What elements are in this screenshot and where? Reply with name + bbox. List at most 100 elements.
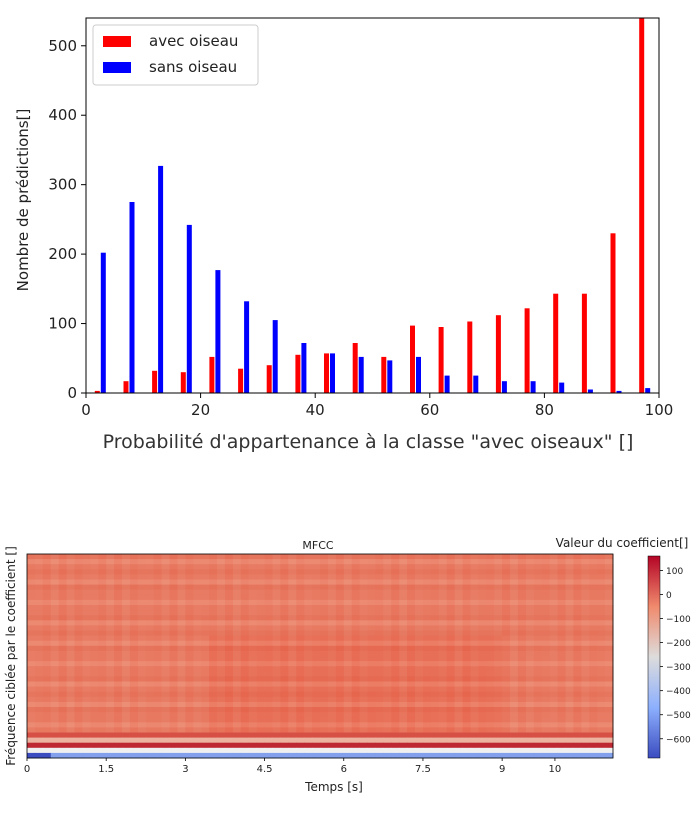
heatmap-cell [335,742,345,749]
heatmap-cell [494,610,503,616]
heatmap-cell [232,599,242,606]
heatmap-cell [343,645,353,652]
heatmap-cell [478,589,487,596]
heatmap-cell [541,615,551,621]
heatmap-cell [153,625,163,631]
heatmap-cell [106,574,115,580]
heatmap-cell [296,615,305,621]
heatmap-cell [454,707,463,713]
heatmap-cell [525,691,535,698]
heatmap-cell [217,589,226,596]
heatmap-cell [280,615,289,621]
heatmap-cell [58,732,67,738]
heatmap-cell [272,574,281,580]
heatmap-cell [66,640,75,647]
heatmap-cell [280,640,289,647]
heatmap-cell [367,584,376,591]
heatmap-cell [248,630,258,636]
heatmap-cell [383,722,392,728]
heatmap-cell [240,752,250,759]
heatmap-cell [359,589,368,596]
heatmap-cell [589,661,598,667]
heatmap-cell [248,559,258,565]
heatmap-cell [201,742,210,749]
heatmap-cell [581,615,590,621]
bar-avec-oiseau-18 [610,233,616,393]
heatmap-cell [446,717,456,723]
heatmap-cell [525,666,535,672]
heatmap-cell [177,559,186,565]
heatmap-cell [320,671,329,677]
heatmap-cell [288,650,297,657]
heatmap-cell [145,661,155,667]
heatmap-cell [256,747,265,754]
heatmap-cell [502,727,511,733]
heatmap-cell [517,645,527,652]
heatmap-cell [169,630,178,636]
heatmap-cell [510,681,519,687]
heatmap-cell [502,584,511,591]
heatmap-x-tick-label: 1.5 [98,764,114,775]
heatmap-cell [98,712,107,718]
heatmap-cell [201,676,210,682]
heatmap-cell [27,589,36,596]
heatmap-cell [248,747,258,754]
heatmap-cell [42,640,52,647]
heatmap-cell [454,727,463,733]
heatmap-cell [470,554,479,560]
heatmap-cell [320,696,329,703]
heatmap-cell [541,732,551,738]
heatmap-cell [525,579,535,585]
heatmap-cell [415,650,424,657]
heatmap-cell [565,635,574,642]
heatmap-cell [581,554,590,560]
heatmap-cell [42,554,52,560]
heatmap-cell [605,599,614,606]
heatmap-cell [454,554,463,560]
y-tick-label: 400 [48,106,77,124]
heatmap-cell [581,686,590,693]
heatmap-cell [605,584,614,591]
heatmap-cell [153,564,163,570]
heatmap-cell [470,620,479,626]
heatmap-cell [565,717,574,723]
heatmap-cell [27,752,36,759]
heatmap-cell [209,681,218,687]
heatmap-cell [525,752,535,759]
heatmap-cell [312,625,321,631]
heatmap-cell [478,747,487,754]
heatmap-cell [343,569,353,575]
heatmap-cell [549,615,558,621]
colorbar [647,555,661,759]
heatmap-cell [240,727,250,733]
heatmap-cell [256,752,265,759]
heatmap-cell [415,707,424,713]
heatmap-cell [272,671,281,677]
heatmap-cell [193,666,202,672]
heatmap-cell [541,564,551,570]
heatmap-cell [122,564,131,570]
heatmap-cell [50,742,60,749]
heatmap-cell [114,569,123,575]
heatmap-cell [122,727,131,733]
heatmap-cell [430,707,440,713]
heatmap-cell [367,635,376,642]
heatmap-cell [169,620,178,626]
heatmap-cell [438,594,448,601]
heatmap-cell [193,630,202,636]
heatmap-cell [90,645,99,652]
heatmap-cell [201,610,210,616]
heatmap-cell [50,681,60,687]
heatmap-cell [605,630,614,636]
heatmap-cell [438,671,448,677]
heatmap-cell [327,579,337,585]
heatmap-cell [359,752,368,759]
heatmap-cell [415,717,424,723]
heatmap-cell [280,671,289,677]
heatmap-cell [145,701,155,708]
heatmap-cell [525,554,535,560]
y-axis-label: Nombre de prédictions[] [14,109,32,292]
heatmap-cell [454,625,463,631]
heatmap-cell [114,584,123,591]
heatmap-cell [217,737,226,744]
